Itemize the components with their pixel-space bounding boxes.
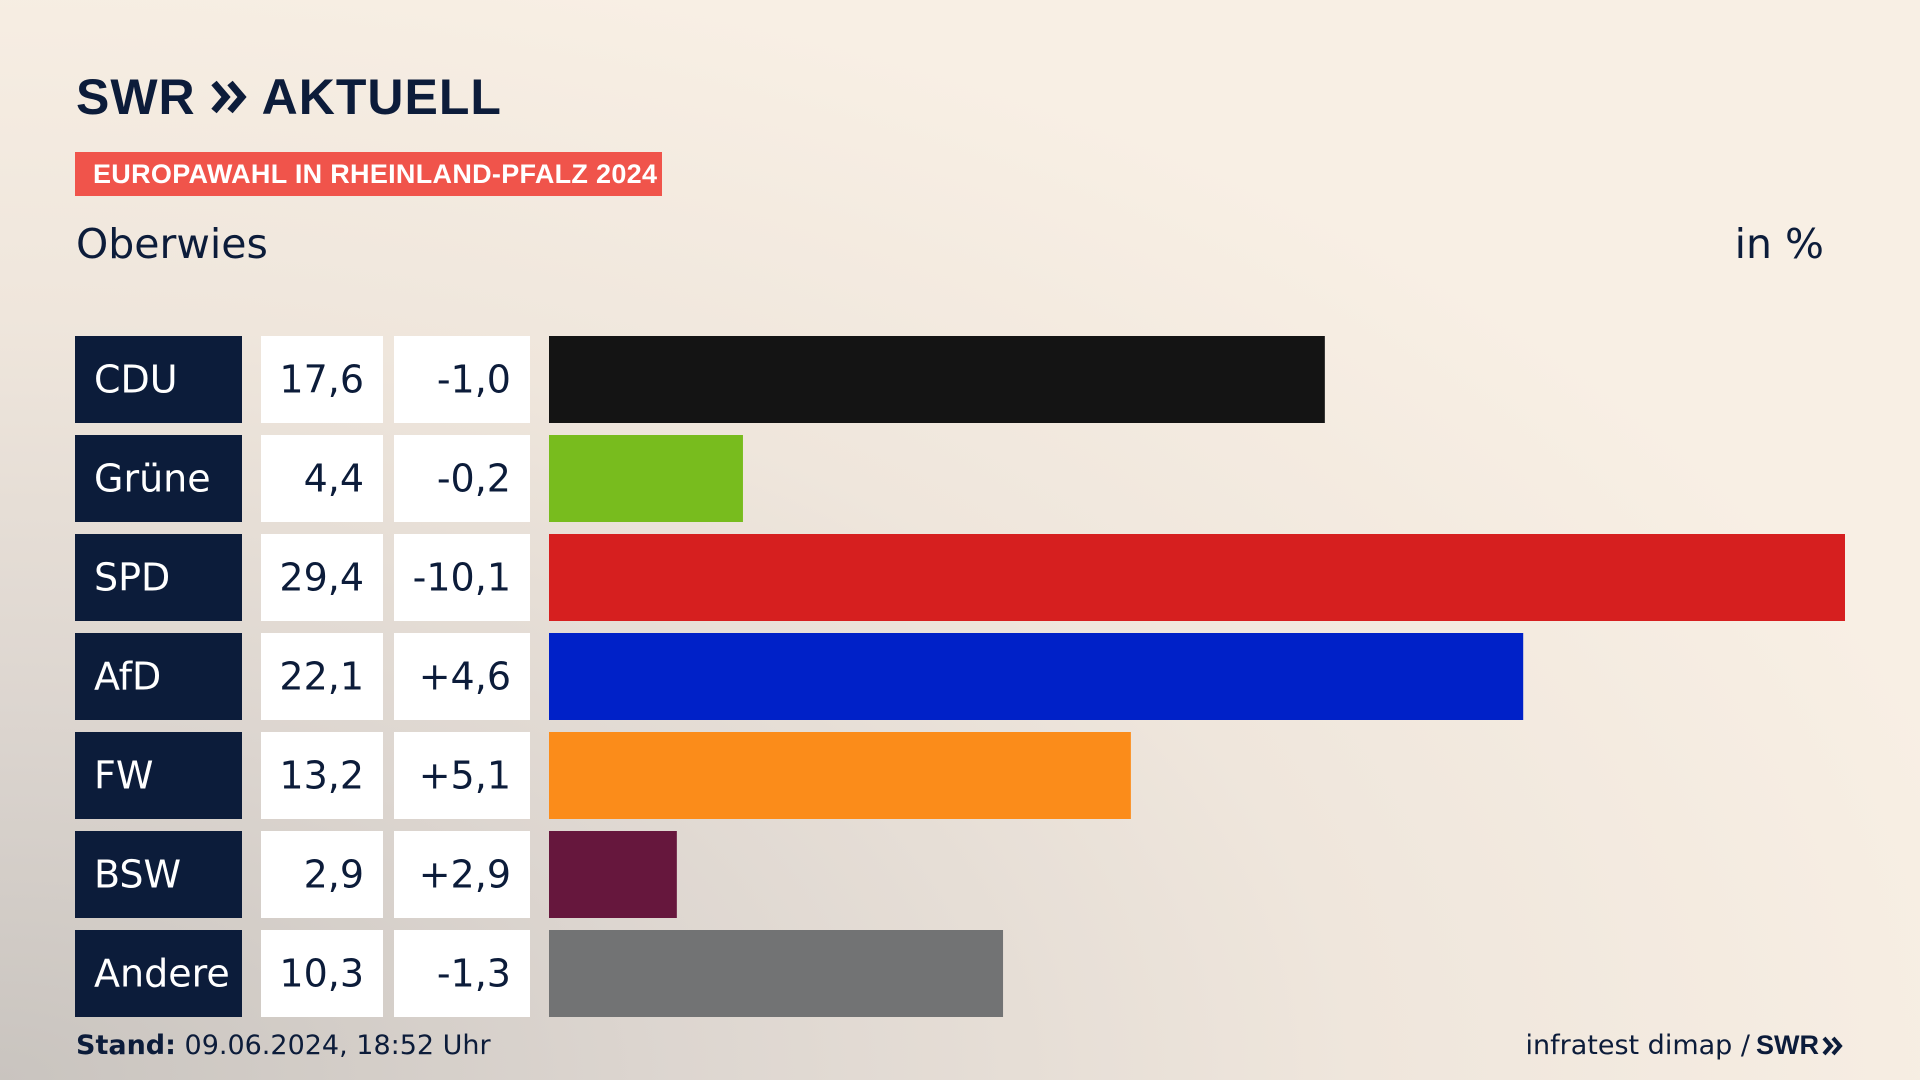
change-box [394,633,530,720]
party-label-box [75,336,242,423]
value-box [261,831,383,918]
change-box [394,732,530,819]
change-label: -0,2 [437,457,511,501]
party-label: Grüne [94,457,211,501]
party-label: AfD [94,655,161,699]
party-label: Andere [94,952,230,996]
change-label: +5,1 [419,754,511,798]
value-label: 10,3 [279,952,364,996]
change-box [394,534,530,621]
logo-aktuell-text: AKTUELL [261,69,502,125]
source-text: infratest dimap / [1525,1030,1750,1061]
value-box [261,534,383,621]
footer-double-chevron-icon [1822,1036,1843,1055]
chart-subtitle: Oberwies [76,220,268,268]
footer-source: infratest dimap / SWR [1525,1030,1844,1061]
bar-fw [549,732,1131,819]
bar-spd [549,534,1845,621]
party-label: FW [94,754,153,798]
bar-cdu [549,336,1325,423]
value-box [261,633,383,720]
footer-stand: Stand: 09.06.2024, 18:52 Uhr [76,1030,491,1061]
party-label: CDU [94,358,178,402]
change-label: -1,3 [437,952,511,996]
bar-afd [549,633,1524,720]
value-box [261,930,383,1017]
change-box [394,831,530,918]
change-label: +2,9 [419,853,511,897]
party-label-box [75,534,242,621]
party-label-box [75,435,242,522]
election-badge: EUROPAWAHL IN RHEINLAND-PFALZ 2024 [75,152,662,196]
party-label: BSW [94,853,181,897]
value-label: 4,4 [304,457,364,501]
change-label: -1,0 [437,358,511,402]
value-box [261,732,383,819]
change-label: -10,1 [413,556,511,600]
stand-value: 09.06.2024, 18:52 Uhr [184,1030,491,1061]
value-box [261,435,383,522]
change-box [394,336,530,423]
party-label-box [75,831,242,918]
value-label: 17,6 [279,358,364,402]
party-label-box [75,930,242,1017]
bar-andere [549,930,1004,1017]
footer-logo-text: SWR [1756,1030,1819,1060]
stand-label: Stand: [76,1030,176,1061]
swr-aktuell-logo: SWR AKTUELL [76,68,502,126]
footer-swr-logo: SWR [1756,1030,1844,1061]
change-box [394,435,530,522]
value-box [261,336,383,423]
value-label: 29,4 [279,556,364,600]
party-label: SPD [94,556,170,600]
double-chevron-icon [210,80,247,114]
bar-grüne [549,435,743,522]
value-label: 13,2 [279,754,364,798]
change-label: +4,6 [419,655,511,699]
value-label: 2,9 [304,853,364,897]
change-box [394,930,530,1017]
bar-bsw [549,831,677,918]
value-label: 22,1 [279,655,364,699]
logo-swr-text: SWR [76,69,196,125]
party-label-box [75,633,242,720]
unit-label: in % [1734,220,1824,268]
party-label-box [75,732,242,819]
